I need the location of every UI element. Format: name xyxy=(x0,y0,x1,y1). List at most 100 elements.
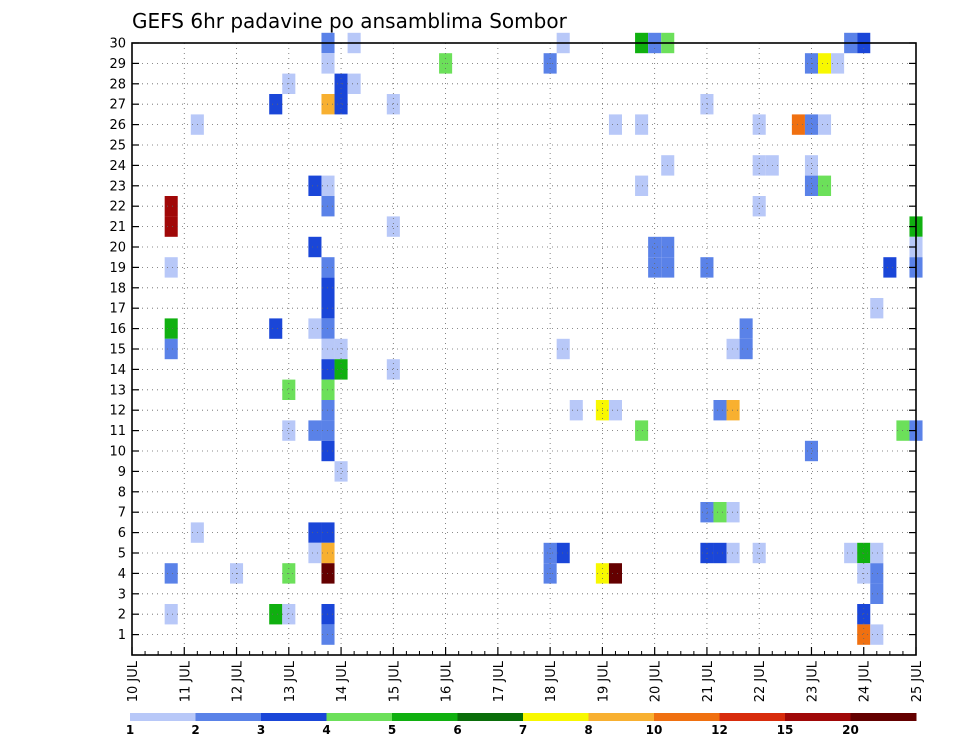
heatmap-cell xyxy=(818,114,832,135)
heatmap-cell xyxy=(713,400,727,421)
x-tick-label: 15 JUL xyxy=(387,660,402,702)
colorbar-swatch xyxy=(457,713,524,721)
heatmap-cell xyxy=(164,196,178,217)
colorbar-swatch xyxy=(850,713,917,721)
heatmap-cell xyxy=(164,338,178,360)
heatmap-cell xyxy=(713,542,727,564)
y-tick-label: 25 xyxy=(109,139,126,154)
heatmap-cell xyxy=(870,563,884,584)
colorbar-label: 4 xyxy=(322,723,330,737)
heatmap-cell xyxy=(752,155,766,176)
y-tick-label: 12 xyxy=(109,404,126,419)
heatmap-cell xyxy=(739,338,753,360)
colorbar-swatch xyxy=(588,713,655,721)
heatmap-cell xyxy=(818,175,832,196)
colorbar-label: 20 xyxy=(842,723,859,737)
heatmap-cell xyxy=(269,318,283,339)
heatmap-cell xyxy=(752,114,766,135)
colorbar-swatch xyxy=(654,713,720,721)
heatmap-cell xyxy=(608,400,622,421)
heatmap-cell xyxy=(635,114,649,135)
heatmap-cell xyxy=(713,502,727,523)
colorbar-swatch xyxy=(523,713,589,721)
y-tick-label: 11 xyxy=(109,424,126,439)
colorbar-label: 2 xyxy=(191,723,199,737)
colorbar-swatch xyxy=(719,713,786,721)
heatmap-cell xyxy=(791,114,805,135)
y-tick-label: 23 xyxy=(109,179,126,194)
heatmap-cell xyxy=(804,114,818,135)
y-axis: 1234567891011121314151617181920212223242… xyxy=(109,37,916,643)
heatmap-cell xyxy=(648,257,662,278)
heatmap-cell xyxy=(308,175,322,196)
y-tick-label: 6 xyxy=(118,526,126,541)
heatmap-cell xyxy=(883,257,897,278)
heatmap-cell xyxy=(308,542,322,564)
colorbar: 1 2 3 4 5 6 7 8 10 12 15 20 xyxy=(126,713,917,737)
heatmap-cell xyxy=(308,522,322,543)
heatmap-cell xyxy=(818,53,832,74)
heatmap-cell xyxy=(844,542,858,564)
y-tick-label: 29 xyxy=(109,57,126,72)
colorbar-swatch xyxy=(392,713,458,721)
heatmap-cell xyxy=(282,420,296,441)
colorbar-swatch xyxy=(326,713,393,721)
x-tick-label: 17 JUL xyxy=(492,660,507,702)
heatmap-cell xyxy=(164,563,178,584)
colorbar-label: 5 xyxy=(388,723,396,737)
heatmap-cell xyxy=(700,94,714,115)
colorbar-swatch xyxy=(261,713,327,721)
x-tick-label: 23 JUL xyxy=(805,660,820,702)
x-tick-label: 12 JUL xyxy=(231,660,246,702)
heatmap-cell xyxy=(804,155,818,176)
heatmap-cell xyxy=(386,216,400,237)
x-tick-label: 25 JUL xyxy=(910,660,925,702)
chart-title: GEFS 6hr padavine po ansamblima Sombor xyxy=(132,9,568,33)
y-tick-label: 5 xyxy=(118,547,126,562)
heatmap-cell xyxy=(164,257,178,278)
y-tick-label: 14 xyxy=(109,363,126,378)
x-axis: 10 JUL 11 JUL 12 JUL 13 JUL 14 JUL 15 JUL 16 J… xyxy=(126,647,925,702)
heatmap-cell xyxy=(870,298,884,319)
y-tick-label: 22 xyxy=(109,200,126,215)
y-tick-label: 17 xyxy=(109,302,126,317)
heatmap-cell xyxy=(269,94,283,115)
heatmap-cell xyxy=(269,604,283,625)
heatmap-cell xyxy=(752,196,766,217)
heatmap-cell xyxy=(282,604,296,625)
y-tick-label: 27 xyxy=(109,98,126,113)
heatmap-cell xyxy=(386,94,400,115)
heatmap-cell xyxy=(282,379,296,400)
colorbar-label: 8 xyxy=(584,723,592,737)
y-tick-label: 28 xyxy=(109,77,126,92)
y-tick-label: 9 xyxy=(118,465,126,480)
y-tick-label: 18 xyxy=(109,281,126,296)
x-tick-label: 22 JUL xyxy=(753,660,768,702)
heatmap-cell xyxy=(726,542,740,564)
x-tick-label: 24 JUL xyxy=(858,660,873,702)
colorbar-label: 7 xyxy=(519,723,527,737)
colorbar-label: 3 xyxy=(257,723,265,737)
y-tick-label: 16 xyxy=(109,322,126,337)
colorbar-swatch xyxy=(130,713,196,721)
heatmap-cell xyxy=(635,420,649,441)
heatmap-cells xyxy=(164,32,923,645)
colorbar-swatch xyxy=(195,713,262,721)
x-tick-label: 21 JUL xyxy=(701,660,716,702)
y-tick-label: 2 xyxy=(118,608,126,623)
heatmap-cell xyxy=(386,359,400,380)
heatmap-cell xyxy=(608,563,622,584)
colorbar-swatch xyxy=(785,713,851,721)
heatmap-cell xyxy=(164,318,178,339)
y-tick-label: 1 xyxy=(118,628,126,643)
x-tick-label: 19 JUL xyxy=(596,660,611,702)
x-tick-label: 14 JUL xyxy=(335,660,350,702)
heatmap-cell xyxy=(857,604,871,625)
heatmap-cell xyxy=(334,461,348,482)
heatmap-cell xyxy=(635,175,649,196)
colorbar-label: 1 xyxy=(126,723,134,737)
heatmap-cell xyxy=(556,542,570,564)
heatmap-cell xyxy=(726,400,740,421)
heatmap-cell xyxy=(739,318,753,339)
